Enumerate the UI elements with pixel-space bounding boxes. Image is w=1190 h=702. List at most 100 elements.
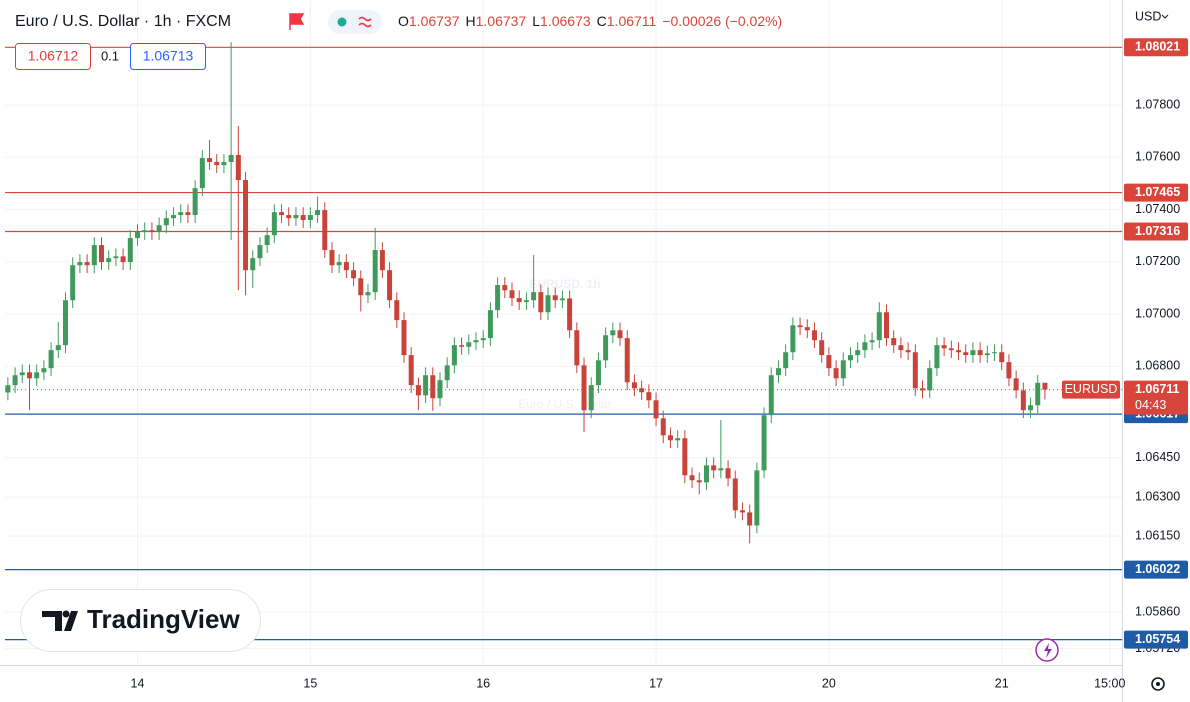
ohlc-label: C xyxy=(597,13,607,29)
ohlc-value: 1.06737 xyxy=(409,13,460,29)
candle-body xyxy=(207,158,213,163)
price-badge xyxy=(1124,38,1188,57)
candle-body xyxy=(358,278,364,296)
candle-body xyxy=(473,340,479,343)
candle-body xyxy=(682,438,688,476)
candle-body xyxy=(905,350,911,353)
candle-body xyxy=(41,368,47,373)
y-tick-label: 1.07000 xyxy=(1135,306,1180,320)
sell-button[interactable] xyxy=(15,43,91,70)
brand-badge[interactable] xyxy=(20,589,261,652)
candle-body xyxy=(185,212,191,216)
candle-body xyxy=(876,312,882,341)
ohlc-change: −0.00026 (−0.02%) xyxy=(662,13,782,29)
candle-body xyxy=(1028,405,1034,411)
x-tick-label: 21 xyxy=(995,676,1009,690)
candle-body xyxy=(113,256,119,259)
candle-body xyxy=(790,325,796,353)
candle-body xyxy=(214,162,220,166)
candle-body xyxy=(26,372,32,379)
candle-body xyxy=(804,327,810,331)
watermark-symbol: EURUSD, 1h xyxy=(529,277,600,291)
candle-body xyxy=(343,262,349,271)
candle-body xyxy=(264,235,270,246)
candle-body xyxy=(732,478,738,511)
candle-body xyxy=(768,375,774,416)
candle-body xyxy=(48,350,54,369)
candle-body xyxy=(70,265,76,301)
candle-body xyxy=(437,380,443,399)
delay-icon xyxy=(358,16,372,28)
y-tick-label: 1.06800 xyxy=(1135,359,1180,373)
buy-button[interactable] xyxy=(130,43,206,70)
currency-selector[interactable]: USD xyxy=(1135,9,1161,23)
candle-body xyxy=(77,262,83,266)
candle-body xyxy=(538,292,544,313)
candle-body xyxy=(62,300,68,346)
lightning xyxy=(1044,643,1052,658)
candle-body xyxy=(847,355,853,361)
candle-body xyxy=(775,368,781,376)
candle-body xyxy=(984,353,990,356)
y-tick-label: 1.07800 xyxy=(1135,97,1180,111)
candle-body xyxy=(941,345,947,349)
candle-body xyxy=(660,418,666,436)
candle-body xyxy=(617,330,623,339)
spread: 0.1 xyxy=(101,48,119,63)
candle-body xyxy=(797,325,803,328)
candle-body xyxy=(365,292,371,296)
y-tick-label: 1.05860 xyxy=(1135,604,1180,618)
candles xyxy=(5,42,1048,544)
candle-body xyxy=(898,345,904,351)
candle-body xyxy=(509,290,515,299)
candle-body xyxy=(322,210,328,251)
candle-body xyxy=(401,320,407,356)
x-tick-label: 20 xyxy=(822,676,836,690)
candle-body xyxy=(603,335,609,361)
candle-body xyxy=(415,385,421,396)
last-price-badge xyxy=(1124,380,1188,415)
candle-body xyxy=(502,285,508,291)
candle-body xyxy=(156,225,162,233)
candle-body xyxy=(862,342,868,351)
candle-body xyxy=(920,388,926,391)
candle-body xyxy=(891,338,897,346)
candle-body xyxy=(948,348,954,351)
candle-body xyxy=(336,262,342,266)
candle-body xyxy=(725,468,731,479)
flag-icon[interactable] xyxy=(289,13,305,30)
candle-body xyxy=(531,292,537,301)
candle-body xyxy=(142,230,148,233)
candle-body xyxy=(675,438,681,441)
candle-body xyxy=(523,300,529,303)
x-tick-label: 15 xyxy=(303,676,317,690)
candle-body xyxy=(559,298,565,301)
candle-body xyxy=(487,310,493,339)
candle-body xyxy=(495,285,501,311)
price-badge xyxy=(1124,183,1188,202)
price-badge-label: 1.05754 xyxy=(1135,632,1180,646)
y-tick-label: 1.06450 xyxy=(1135,450,1180,464)
candle-body xyxy=(307,215,313,221)
candle-body xyxy=(956,350,962,353)
candle-body xyxy=(1006,362,1012,379)
candle-body xyxy=(351,270,357,279)
candle-body xyxy=(408,355,414,386)
candle-body xyxy=(451,345,457,366)
price-badge xyxy=(1124,630,1188,649)
candle-body xyxy=(84,262,90,266)
settings-icon[interactable] xyxy=(1151,677,1165,691)
y-tick-label: 1.07600 xyxy=(1135,150,1180,164)
candle-body xyxy=(315,210,321,216)
candle-body xyxy=(581,365,587,411)
status-pill[interactable] xyxy=(328,10,382,34)
last-price-label: 1.06711 xyxy=(1135,382,1180,396)
candle-body xyxy=(689,475,695,481)
x-tick-label: 16 xyxy=(476,676,490,690)
candle-body xyxy=(552,295,558,301)
candle-body xyxy=(243,180,249,271)
ohlc-value: 1.06673 xyxy=(540,13,591,29)
candle-body xyxy=(1035,382,1041,406)
symbol-title[interactable]: Euro / U.S. Dollar · 1h · FXCM xyxy=(15,13,231,30)
